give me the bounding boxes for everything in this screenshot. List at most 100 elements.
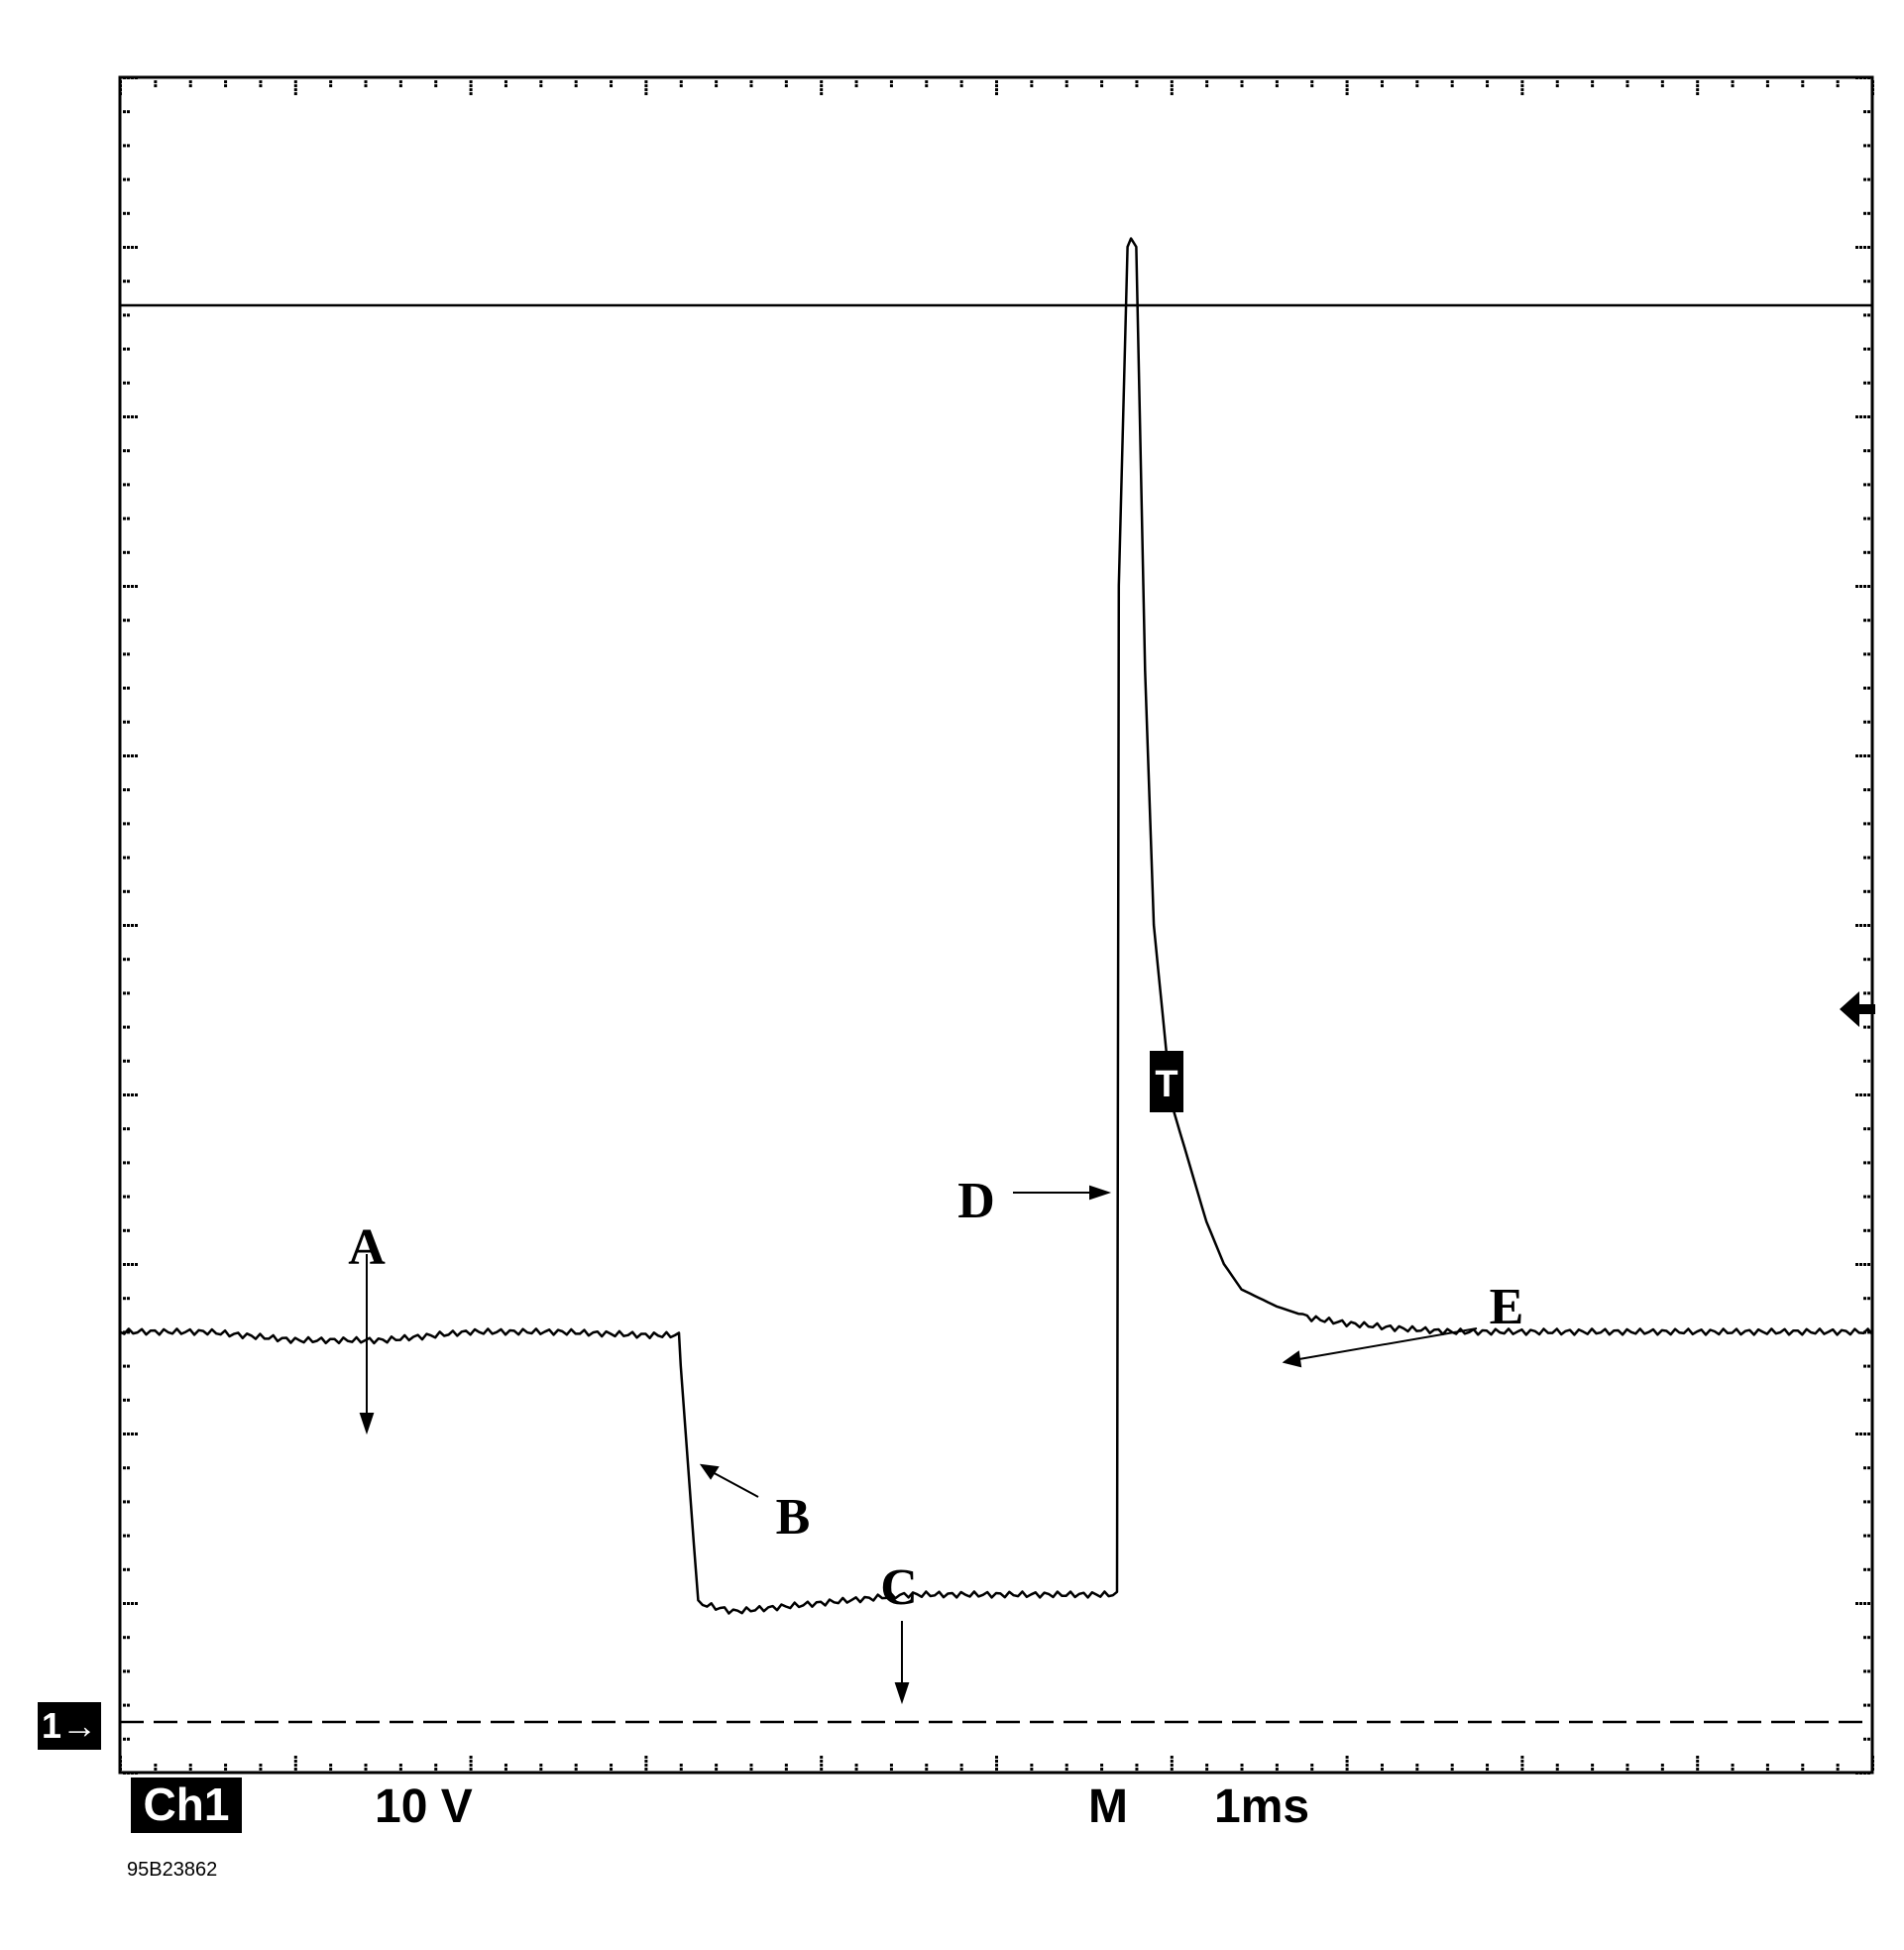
graticule-dot <box>1863 1263 1866 1266</box>
graticule-dot <box>854 84 858 87</box>
graticule-dot <box>644 84 648 87</box>
graticule-dot <box>1863 1025 1866 1029</box>
graticule-dot <box>123 1602 126 1605</box>
graticule-dot <box>364 1764 368 1767</box>
graticule-dot <box>119 80 122 83</box>
graticule-dot <box>127 313 130 317</box>
graticule-dot <box>131 924 134 927</box>
graticule-dot <box>1863 1500 1866 1504</box>
graticule-dot <box>1859 754 1862 757</box>
graticule-dot <box>1170 1760 1174 1763</box>
graticule-dot <box>1867 516 1870 520</box>
graticule-dot <box>127 1567 130 1571</box>
graticule-dot <box>469 80 473 83</box>
graticule-dot <box>889 84 893 87</box>
timebase-prefix: M <box>1088 1780 1128 1833</box>
graticule-dot <box>1030 1768 1034 1771</box>
graticule-dot <box>123 347 126 351</box>
graticule-dot <box>1030 80 1034 83</box>
graticule-dot <box>1863 924 1866 927</box>
arrow-c-head <box>894 1682 910 1705</box>
graticule-dot <box>1867 1433 1870 1435</box>
graticule-dot <box>1765 1768 1769 1771</box>
graticule-dot <box>364 80 368 83</box>
graticule-dot <box>1310 1768 1314 1771</box>
graticule-dot <box>1345 1768 1349 1771</box>
graticule-dot <box>1867 958 1870 962</box>
arrow-e-head <box>1282 1350 1302 1368</box>
graticule-dot <box>123 76 126 79</box>
graticule-dot <box>123 1263 126 1266</box>
graticule-dot <box>123 449 126 453</box>
graticule-dot <box>1863 991 1866 995</box>
graticule-dot <box>959 1768 963 1771</box>
graticule-dot <box>1863 1669 1866 1673</box>
graticule-dot <box>127 211 130 215</box>
graticule-dot <box>188 1768 192 1771</box>
graticule-dot <box>123 754 126 757</box>
graticule-dot <box>644 1760 648 1763</box>
graticule-dot <box>1863 1602 1866 1605</box>
graticule-dot <box>1863 381 1866 385</box>
graticule-dot <box>1855 924 1858 927</box>
graticule-dot <box>1415 1764 1419 1767</box>
graticule-dot <box>1731 84 1735 87</box>
graticule-dot <box>1064 84 1068 87</box>
graticule-dot <box>995 88 998 91</box>
graticule-dot <box>1240 1768 1244 1771</box>
graticule-dot <box>1696 1760 1700 1763</box>
graticule-dot <box>925 80 929 83</box>
graticule-dot <box>889 80 893 83</box>
graticule-dot <box>127 1059 130 1063</box>
graticule-dot <box>1863 652 1866 656</box>
graticule-dot <box>959 84 963 87</box>
graticule-dot <box>574 84 578 87</box>
graticule-dots <box>119 76 1874 1775</box>
graticule-dot <box>1660 1764 1664 1767</box>
graticule-dot <box>127 1195 130 1199</box>
graticule-dot <box>123 1127 126 1131</box>
graticule-dot <box>1859 246 1862 249</box>
graticule-dot <box>1859 1263 1862 1266</box>
graticule-dot <box>1867 924 1870 927</box>
graticule-dot <box>1867 1737 1870 1741</box>
graticule-dot <box>329 84 333 87</box>
graticule-dot <box>131 754 134 757</box>
graticule-dot <box>469 1768 473 1771</box>
graticule-dot <box>127 1772 130 1775</box>
graticule-dot <box>1863 1398 1866 1402</box>
graticule-dot <box>364 1768 368 1771</box>
graticule-dot <box>995 1756 998 1759</box>
graticule-dot <box>679 1768 683 1771</box>
graticule-dot <box>434 84 438 87</box>
graticule-dot <box>127 1433 130 1435</box>
graticule-dot <box>1867 788 1870 792</box>
graticule-dot <box>1170 1768 1174 1771</box>
annotation-d: D <box>957 1173 995 1229</box>
graticule-dot <box>1520 1768 1524 1771</box>
graticule-dot <box>1867 550 1870 554</box>
graticule-dot <box>135 1433 138 1435</box>
graticule-dot <box>1345 80 1349 83</box>
graticule-dot <box>749 80 753 83</box>
graticule-dot <box>1859 76 1862 79</box>
trigger-marker-box <box>1150 1051 1183 1112</box>
graticule-dot <box>995 1764 998 1767</box>
graticule-dot <box>1731 80 1735 83</box>
graticule-dot <box>1486 84 1490 87</box>
graticule-dot <box>123 991 126 995</box>
graticule-dot <box>123 1025 126 1029</box>
graticule-dot <box>1863 211 1866 215</box>
trigger-marker: T <box>1155 1064 1177 1105</box>
graticule-dot <box>1871 84 1874 87</box>
graticule-dot <box>610 84 614 87</box>
graticule-dot <box>1135 80 1139 83</box>
graticule-dot <box>224 80 228 83</box>
graticule-dot <box>469 92 473 95</box>
graticule-dot <box>127 1263 130 1266</box>
graticule-dot <box>469 84 473 87</box>
graticule-dot <box>123 1161 126 1165</box>
graticule-dot <box>1801 1768 1805 1771</box>
graticule-dot <box>119 88 122 91</box>
graticule-dot <box>123 1567 126 1571</box>
